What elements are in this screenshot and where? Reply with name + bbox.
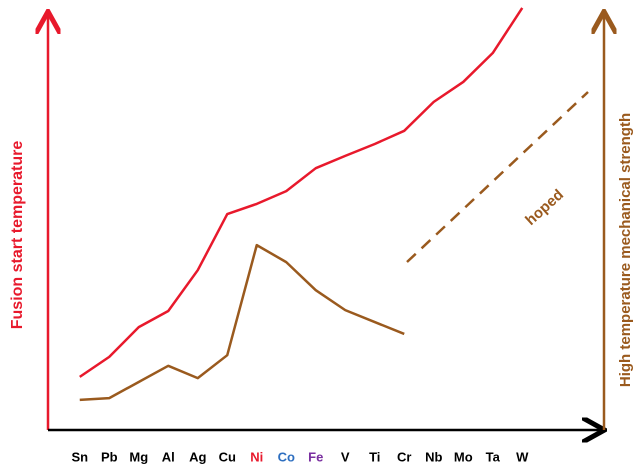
x-tick-label: Mg [129,449,148,464]
annotation: hoped [522,186,567,229]
x-tick-label: Ti [369,449,380,464]
series-line [79,7,524,378]
x-tick-label: Al [162,449,175,464]
x-tick-label: Cu [219,449,236,464]
x-tick-label: Ag [189,449,206,464]
x-tick-label: Ni [250,449,263,464]
y2-axis-label: High temperature mechanical strength [617,113,634,387]
x-tick-label: V [341,449,350,464]
y-axis-label: Fusion start temperature [9,141,26,330]
hoped-trend [406,91,589,263]
x-tick-label: Ta [486,449,501,464]
x-tick-label: Mo [454,449,473,464]
x-tick-label: W [516,449,529,464]
x-tick-label: Fe [308,449,323,464]
x-tick-label: Nb [425,449,442,464]
x-tick-label: Co [278,449,295,464]
x-tick-label: Pb [101,449,118,464]
x-tick-label: Sn [71,449,88,464]
series-line [79,243,405,402]
x-tick-label: Cr [397,449,411,464]
